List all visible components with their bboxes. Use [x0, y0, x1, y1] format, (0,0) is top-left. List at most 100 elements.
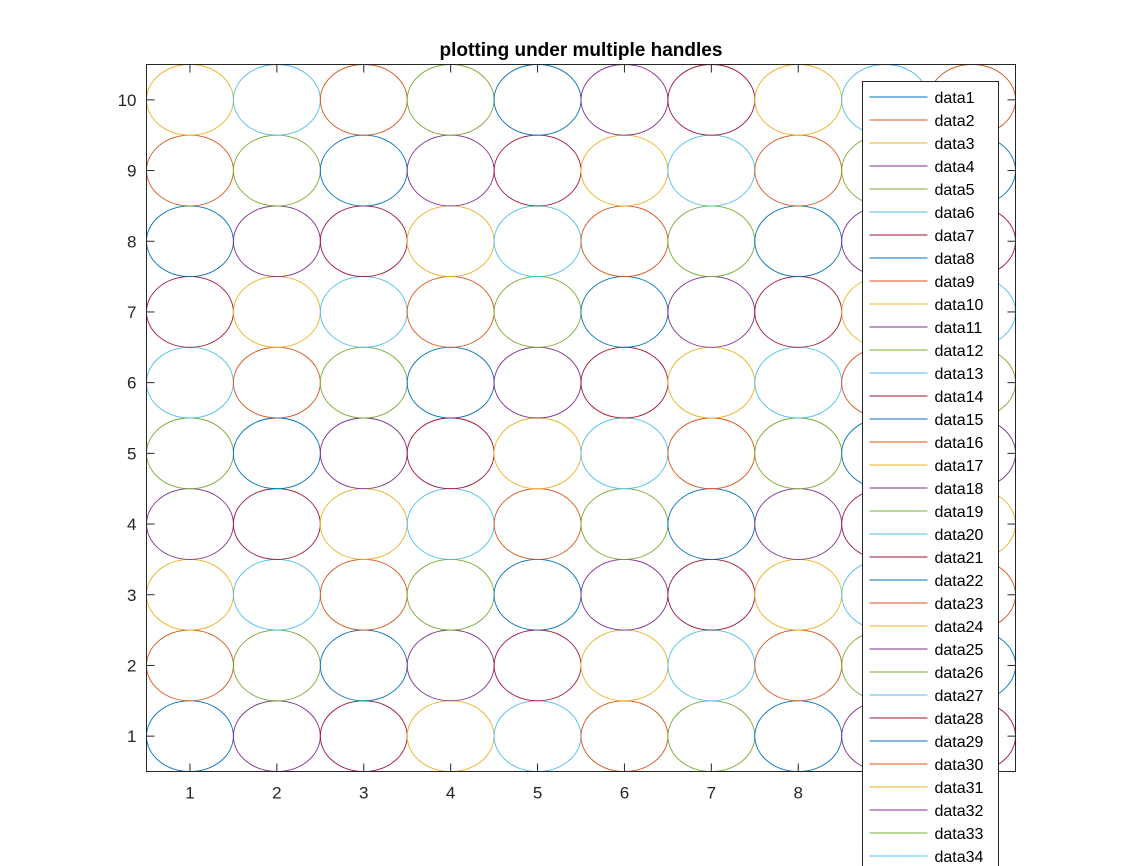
series-circle-11: [232, 700, 321, 772]
y-tick-label: 4: [127, 515, 136, 534]
series-circle-74: [754, 488, 843, 560]
legend-entry-label: data10: [935, 297, 984, 314]
series-circle-35: [406, 417, 495, 490]
series-circle-50: [493, 64, 582, 136]
axis-tick-labels: 1 2 3 4 5 6 7 8 1 2 3 4 5 6 7 8 9 10: [118, 91, 803, 803]
legend-entry-label: data20: [935, 527, 984, 544]
series-circle-10: [146, 64, 234, 136]
x-tick-label: 8: [794, 784, 803, 803]
y-tick-label: 10: [118, 91, 137, 110]
legend-entry-label: data30: [935, 757, 984, 774]
series-circle-8: [146, 205, 234, 278]
series-circle-19: [232, 134, 321, 207]
series-circle-44: [493, 488, 582, 560]
legend-entry-label: data14: [935, 389, 984, 406]
series-circle-79: [754, 134, 843, 207]
series-circle-58: [580, 205, 669, 278]
series-circle-71: [754, 700, 843, 772]
series-circle-47: [493, 276, 582, 348]
x-tick-label: 7: [707, 784, 716, 803]
legend-entry-label: data28: [935, 711, 984, 728]
series-circle-59: [580, 134, 669, 207]
series-circle-30: [319, 64, 408, 136]
legend-entry-label: data4: [935, 159, 975, 176]
legend-entry-label: data9: [935, 274, 975, 291]
legend-entry-label: data11: [935, 320, 983, 337]
series-circle-17: [232, 276, 321, 348]
y-tick-label: 3: [127, 586, 136, 605]
series-circle-66: [667, 346, 756, 419]
series-circle-46: [493, 346, 582, 419]
series-circle-1: [146, 700, 234, 772]
y-tick-label: 5: [127, 444, 136, 463]
legend-entry-label: data26: [935, 665, 984, 682]
legend-entry-label: data17: [935, 458, 984, 475]
series-circle-69: [667, 134, 756, 207]
series-circle-26: [319, 346, 408, 419]
series-circle-63: [667, 558, 756, 631]
series-circle-14: [232, 488, 321, 560]
series-circle-78: [754, 205, 843, 278]
series-circle-29: [319, 134, 408, 207]
y-tick-label: 2: [127, 656, 136, 675]
x-tick-label: 6: [620, 784, 629, 803]
series-circle-64: [667, 488, 756, 560]
y-tick-label: 8: [127, 232, 136, 251]
legend-entry-label: data13: [935, 366, 984, 383]
series-circle-21: [319, 700, 408, 772]
legend-entry-label: data3: [935, 136, 975, 153]
legend-entry-label: data12: [935, 343, 984, 360]
legend-entry-label: data18: [935, 481, 984, 498]
chart-title: plotting under multiple handles: [440, 40, 723, 61]
series-circle-32: [406, 629, 495, 702]
series-circle-4: [146, 488, 234, 560]
series-circle-7: [146, 276, 234, 348]
legend-entry-label: data7: [935, 228, 975, 245]
legend-entry-label: data22: [935, 573, 984, 590]
series-circle-53: [580, 558, 669, 631]
series-circle-73: [754, 558, 843, 631]
legend: data1 data2 data3 data4 data5 data6 data7 data8…: [862, 81, 999, 866]
legend-entry-label: data27: [935, 688, 984, 705]
y-tick-label: 9: [127, 162, 136, 181]
legend-entry-label: data19: [935, 504, 984, 521]
legend-entry-label: data1: [935, 90, 975, 107]
series-circle-55: [580, 417, 669, 490]
series-circle-28: [319, 205, 408, 278]
series-circle-3: [146, 558, 234, 631]
legend-entry-label: data15: [935, 412, 984, 429]
series-circle-38: [406, 205, 495, 278]
series-circle-52: [580, 629, 669, 702]
legend-entry-label: data24: [935, 619, 984, 636]
series-circle-5: [146, 417, 234, 490]
legend-entry-label: data6: [935, 205, 975, 222]
series-circle-67: [667, 276, 756, 348]
series-circle-15: [232, 417, 321, 490]
series-circle-33: [406, 558, 495, 631]
series-circle-70: [667, 64, 756, 136]
legend-entry-label: data34: [935, 849, 984, 866]
series-circle-23: [319, 558, 408, 631]
x-tick-label: 5: [533, 784, 542, 803]
series-circle-34: [406, 488, 495, 560]
series-circle-57: [580, 276, 669, 348]
series-circle-75: [754, 417, 843, 490]
series-circle-37: [406, 276, 495, 348]
x-tick-label: 1: [185, 784, 194, 803]
series-circle-24: [319, 488, 408, 560]
axis-ticks: [146, 64, 1016, 772]
series-circle-77: [754, 276, 843, 348]
series-circle-40: [406, 64, 495, 136]
y-tick-label: 7: [127, 303, 136, 322]
y-tick-label: 6: [127, 374, 136, 393]
series-circle-36: [406, 346, 495, 419]
series-circle-51: [580, 700, 669, 772]
series-circle-68: [667, 205, 756, 278]
series-circle-62: [667, 629, 756, 702]
series-circle-6: [146, 346, 234, 419]
series-circle-54: [580, 488, 669, 560]
legend-entry-label: data5: [935, 182, 975, 199]
series-circle-80: [754, 64, 843, 136]
x-tick-label: 2: [272, 784, 281, 803]
